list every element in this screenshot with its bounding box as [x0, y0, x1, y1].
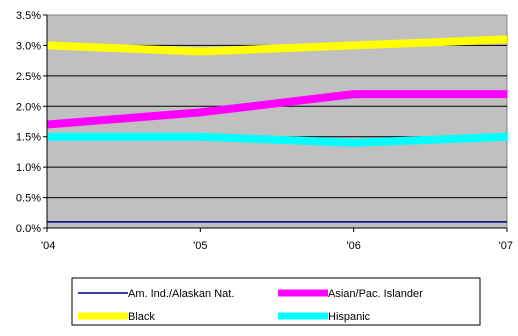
- legend: Am. Ind./Alaskan Nat. Asian/Pac. Islander…: [71, 277, 481, 326]
- y-tick-label: 0.5%: [16, 193, 41, 205]
- x-tick-label: '07: [499, 240, 513, 252]
- y-tick-label: 3.5%: [16, 10, 41, 22]
- series-lines: [46, 35, 508, 223]
- x-tick-label: '05: [193, 240, 207, 252]
- y-tick-label: 1.5%: [16, 132, 41, 144]
- series-line-black: [46, 35, 508, 56]
- series-line-asian-pac-islander: [46, 90, 507, 129]
- y-tick-label: 0.0%: [16, 223, 41, 235]
- legend-label-am-ind-alaskan-nat: Am. Ind./Alaskan Nat.: [128, 288, 234, 300]
- x-tick-label: '06: [346, 240, 360, 252]
- y-tick-label: 2.5%: [16, 71, 41, 83]
- y-axis-ticks: 0.0% 0.5% 1.0% 1.5% 2.0% 2.5% 3.0% 3.5%: [16, 10, 47, 235]
- x-tick-label: '04: [41, 240, 55, 252]
- legend-label-asian-pac-islander: Asian/Pac. Islander: [328, 288, 423, 300]
- x-axis-ticks: '04 '05 '06 '07: [41, 228, 513, 252]
- legend-label-black: Black: [128, 311, 155, 323]
- legend-box: [71, 277, 481, 326]
- legend-label-hispanic: Hispanic: [328, 311, 371, 323]
- y-tick-label: 1.0%: [16, 162, 41, 174]
- y-tick-label: 3.0%: [16, 40, 41, 52]
- series-line-hispanic: [47, 132, 508, 147]
- y-tick-label: 2.0%: [16, 101, 41, 113]
